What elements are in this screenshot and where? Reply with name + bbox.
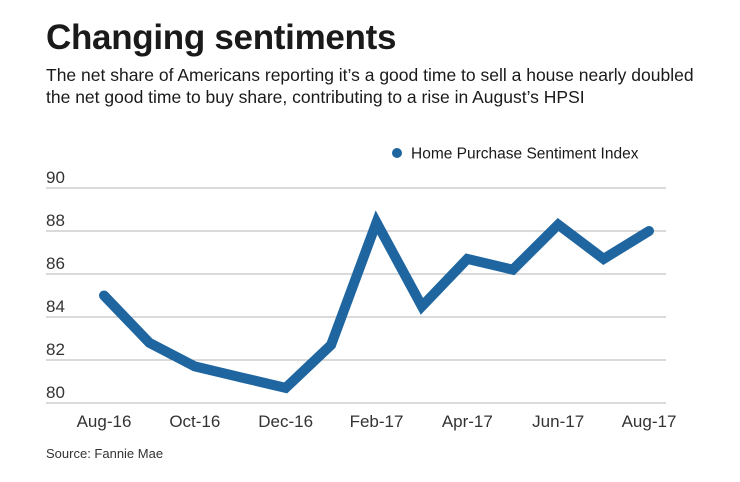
x-tick-label: Aug-16 xyxy=(77,412,132,431)
gridlines xyxy=(46,187,666,404)
y-tick-label: 90 xyxy=(46,168,65,187)
x-tick-label: Oct-16 xyxy=(169,412,220,431)
x-tick-label: Feb-17 xyxy=(350,412,404,431)
x-tick-label: Apr-17 xyxy=(442,412,493,431)
x-tick-label: Dec-16 xyxy=(258,412,313,431)
y-tick-label: 82 xyxy=(46,340,65,359)
series-lines xyxy=(99,210,654,394)
chart-subtitle: The net share of Americans reporting it’… xyxy=(46,65,694,107)
x-tick-label: Jun-17 xyxy=(532,412,584,431)
legend-label: Home Purchase Sentiment Index xyxy=(411,146,639,163)
chart-title: Changing sentiments xyxy=(46,18,397,57)
y-tick-label: 80 xyxy=(46,383,65,402)
legend: Home Purchase Sentiment Index xyxy=(392,146,639,163)
legend-marker xyxy=(392,148,402,158)
x-tick-label: Aug-17 xyxy=(622,412,677,431)
source-note: Source: Fannie Mae xyxy=(46,446,164,461)
series-line xyxy=(99,210,654,394)
x-tick-labels: Aug-16 Oct-16 Dec-16 Feb-17 Apr-17 Jun-17 Aug-… xyxy=(77,412,677,431)
y-tick-label: 88 xyxy=(46,211,65,230)
y-tick-label: 84 xyxy=(46,297,65,316)
y-tick-labels: 80 82 84 86 88 90 xyxy=(46,168,65,402)
y-tick-label: 86 xyxy=(46,254,65,273)
